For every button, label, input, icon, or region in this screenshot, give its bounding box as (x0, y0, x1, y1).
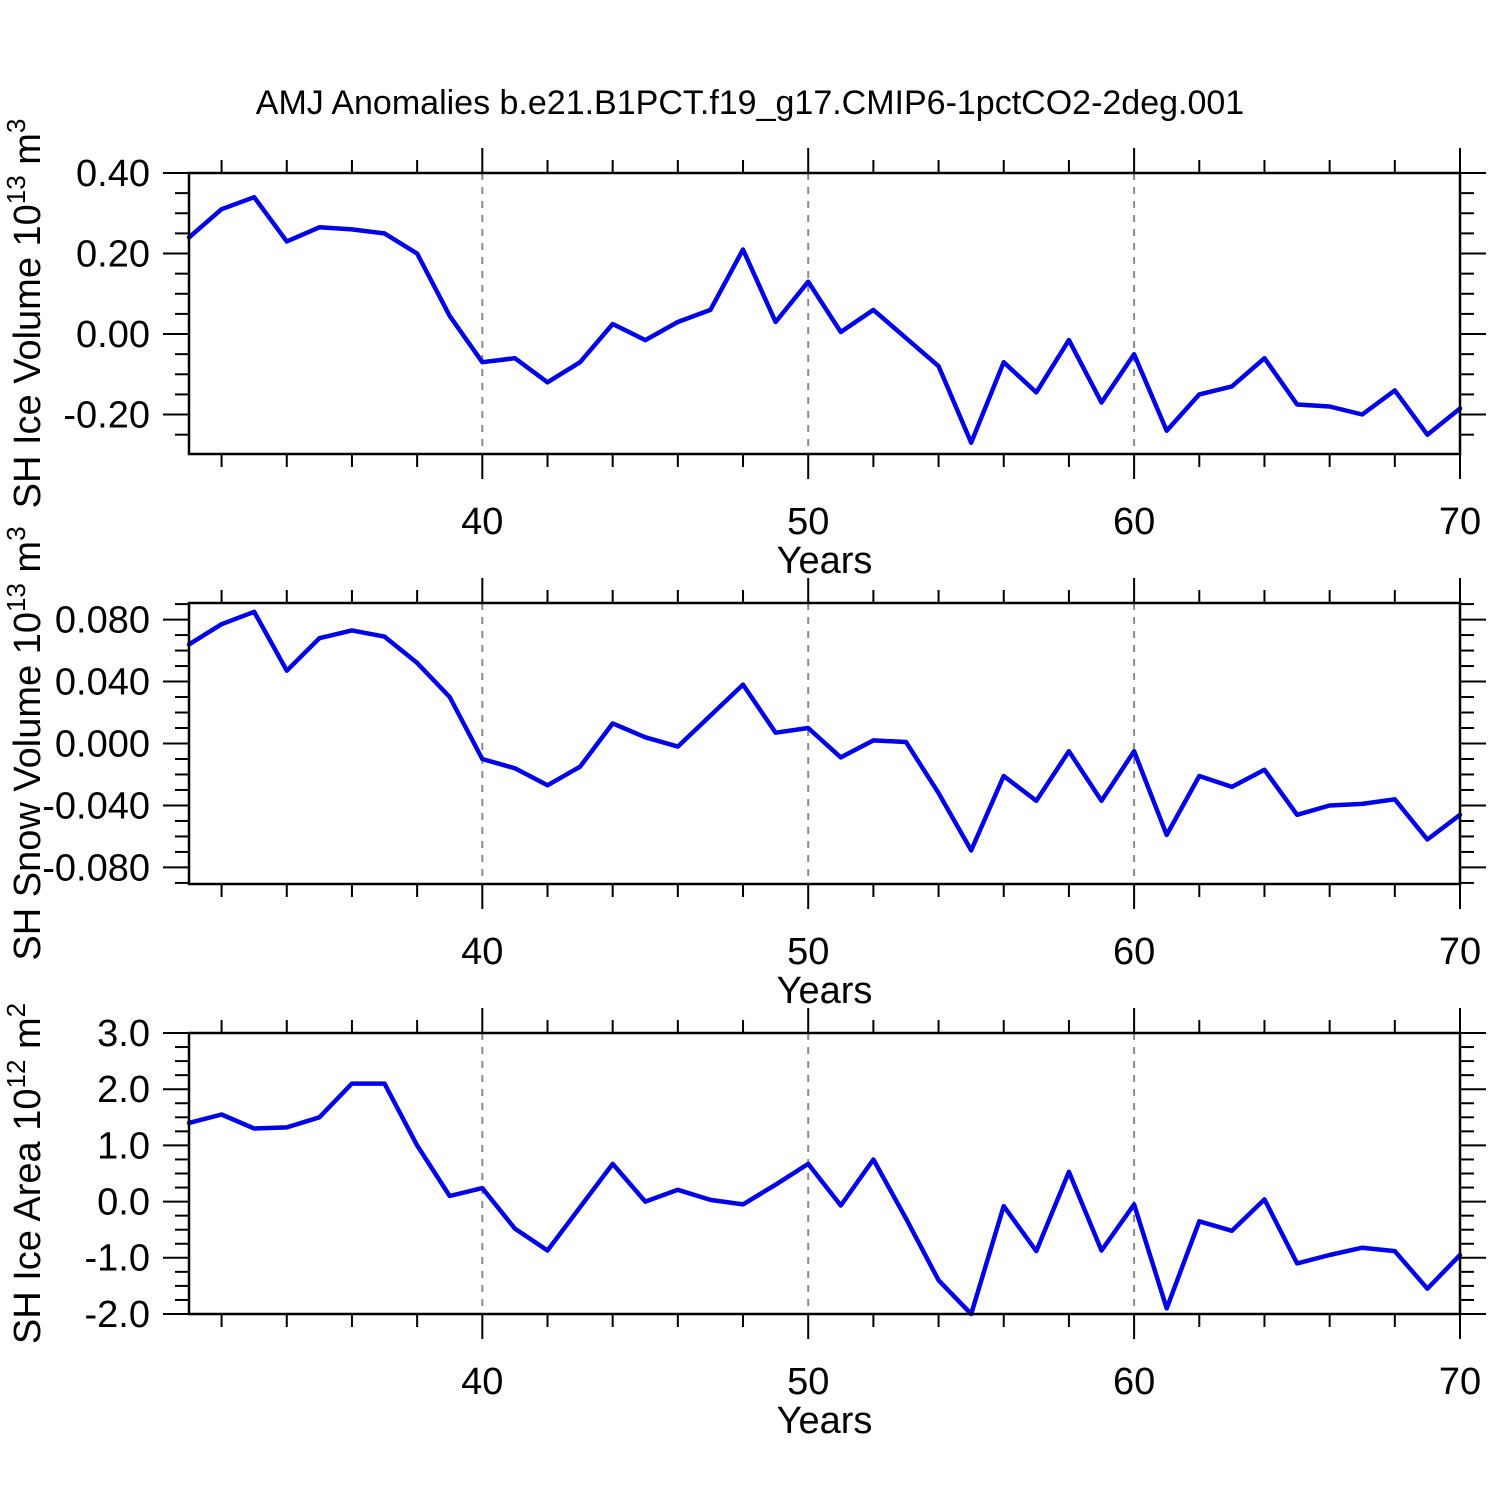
ytick-label: -0.20 (63, 394, 150, 436)
panel-frame (187, 171, 1462, 456)
ytick-label: -2.0 (85, 1294, 150, 1336)
ytick-label: 0.20 (76, 233, 150, 275)
ytick-label: -1.0 (85, 1238, 150, 1280)
xtick-label: 50 (787, 501, 829, 543)
series-line-sh-ice-area (186, 1081, 1463, 1317)
chart-title: AMJ Anomalies b.e21.B1PCT.f19_g17.CMIP6-… (255, 84, 1245, 122)
xtick-label: 60 (1113, 931, 1155, 973)
y-axis-title: SH Ice Volume 1013 m3 (1, 119, 49, 509)
x-axis-title: Years (777, 1400, 873, 1442)
ytick-label: -0.040 (42, 785, 150, 827)
ytick-label: 0.000 (55, 723, 150, 765)
xtick-label: 50 (787, 1361, 829, 1403)
xtick-label: 40 (461, 501, 503, 543)
ytick-label: 1.0 (97, 1125, 150, 1167)
panel-sh-ice-volume: 0.40 0.20 0.00 -0.20 40 50 60 70 Years SH Ice Vol… (1, 119, 1486, 582)
ytick-label: 3.0 (97, 1013, 150, 1055)
x-axis-title: Years (777, 970, 873, 1012)
ytick-label: -0.080 (42, 847, 150, 889)
xtick-label: 70 (1439, 931, 1481, 973)
xtick-label: 60 (1113, 501, 1155, 543)
series-line-sh-snow-volume (186, 609, 1463, 853)
xtick-label: 70 (1439, 501, 1481, 543)
ytick-label: 0.40 (76, 153, 150, 195)
xtick-label: 50 (787, 931, 829, 973)
xtick-label: 40 (461, 1361, 503, 1403)
xtick-label: 60 (1113, 1361, 1155, 1403)
ytick-label: 2.0 (97, 1069, 150, 1111)
ytick-label: 0.040 (55, 661, 150, 703)
y-axis-title: SH Ice Area 1012 m2 (1, 1003, 49, 1344)
ytick-label: 0.00 (76, 314, 150, 356)
panel-frame (187, 1031, 1462, 1316)
xtick-label: 70 (1439, 1361, 1481, 1403)
y-axis-title: SH Snow Volume 1013 m3 (1, 526, 49, 960)
ytick-label: 0.0 (97, 1182, 150, 1224)
x-axis-title: Years (777, 540, 873, 582)
panel-frame (187, 601, 1462, 886)
ytick-label: 0.080 (55, 599, 150, 641)
panel-sh-ice-area: 3.0 2.0 1.0 0.0 -1.0 -2.0 40 50 60 70 Years SH Ice … (1, 1003, 1486, 1442)
series-line-sh-ice-volume (186, 194, 1463, 445)
xtick-label: 40 (461, 931, 503, 973)
panel-sh-snow-volume: 0.080 0.040 0.000 -0.040 -0.080 40 50 60 70 Years… (1, 526, 1486, 1012)
